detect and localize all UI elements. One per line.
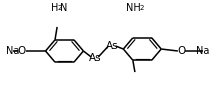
Text: H: H: [51, 3, 59, 13]
Text: Na: Na: [196, 46, 209, 56]
Text: Na: Na: [6, 46, 19, 56]
Text: As: As: [106, 41, 118, 51]
Text: As: As: [89, 53, 101, 63]
Text: O: O: [177, 46, 185, 56]
Text: O: O: [18, 46, 26, 56]
Text: 2: 2: [139, 5, 143, 11]
Text: 2: 2: [57, 5, 61, 11]
Text: N: N: [60, 3, 67, 13]
Text: NH: NH: [126, 3, 141, 13]
